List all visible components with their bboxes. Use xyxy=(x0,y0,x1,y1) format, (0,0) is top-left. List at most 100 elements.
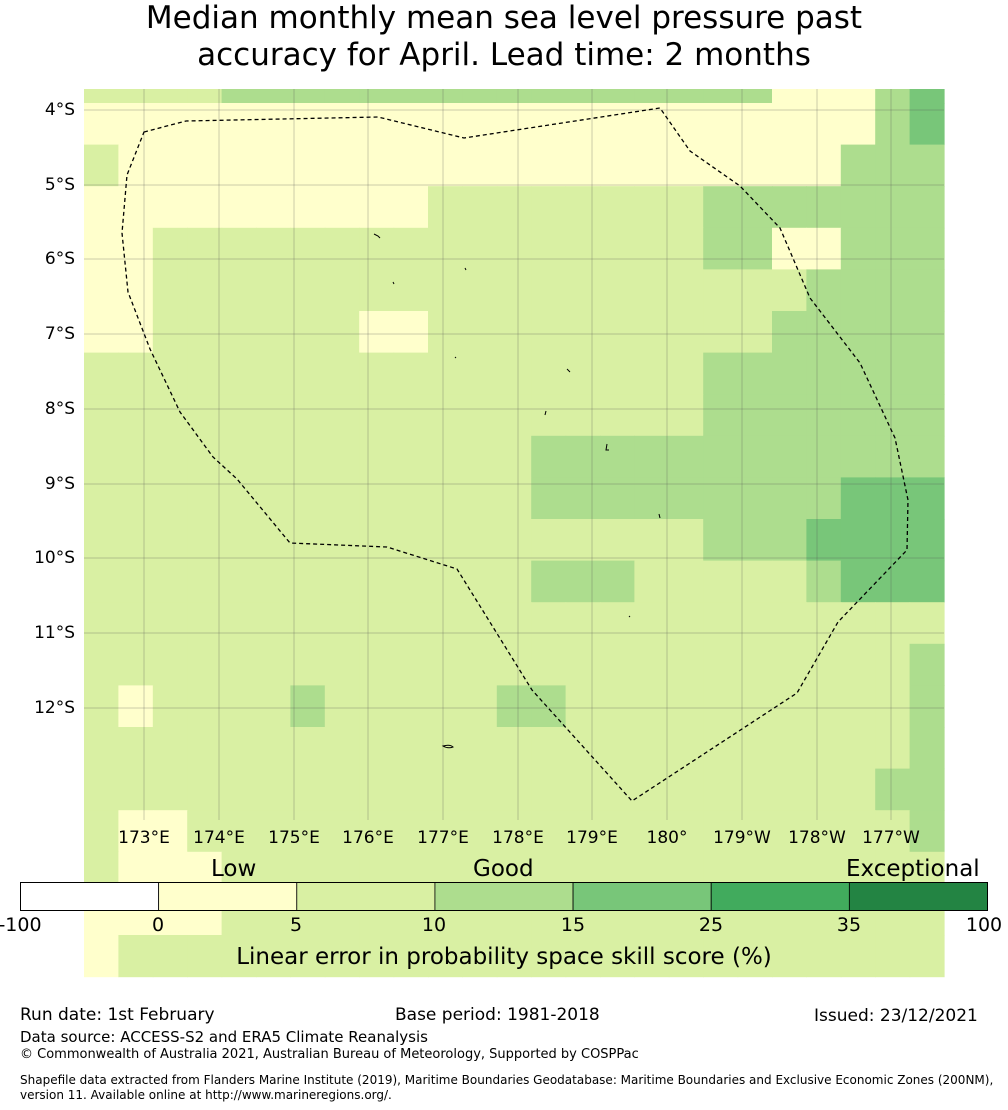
grid-cell xyxy=(221,269,257,312)
colorbar-tick: 15 xyxy=(560,914,586,936)
grid-cell xyxy=(462,352,498,395)
grid-cell xyxy=(909,893,945,936)
grid-cell xyxy=(668,768,704,811)
grid-cell xyxy=(806,269,842,312)
grid-cell xyxy=(634,89,670,104)
grid-cell xyxy=(462,394,498,437)
grid-cell xyxy=(737,477,773,520)
lon-label-178w: 178°W xyxy=(788,828,846,848)
grid-cell xyxy=(668,103,704,146)
grid-cell xyxy=(806,519,842,562)
grid-cell xyxy=(462,519,498,562)
grid-cell xyxy=(634,643,670,686)
grid-cell xyxy=(531,560,567,603)
grid-cell xyxy=(187,103,223,146)
grid-cell xyxy=(772,186,807,229)
grid-cell xyxy=(496,519,532,562)
grid-cell xyxy=(359,435,395,478)
grid-cell xyxy=(118,394,154,437)
legend-category-exceptional: Exceptional xyxy=(846,856,980,882)
grid-cell xyxy=(84,186,119,229)
grid-cell xyxy=(428,394,463,437)
grid-cell xyxy=(565,103,601,146)
grid-cell xyxy=(187,602,223,645)
grid-cell xyxy=(772,685,807,728)
lat-label-4s: 4°S xyxy=(44,100,75,120)
grid-cell xyxy=(668,851,704,894)
grid-cell xyxy=(634,394,670,437)
grid-cell xyxy=(840,269,876,312)
grid-cell xyxy=(152,768,188,811)
grid-cell xyxy=(393,768,429,811)
grid-cell xyxy=(737,643,773,686)
grid-cell xyxy=(359,727,395,770)
grid-cell xyxy=(290,103,326,146)
grid-cell xyxy=(221,477,257,520)
grid-cell xyxy=(152,227,188,270)
grid-cell xyxy=(152,477,188,520)
grid-cell xyxy=(531,435,567,478)
grid-cell xyxy=(221,352,257,395)
grid-cell xyxy=(359,103,395,146)
colorbar-tick: 25 xyxy=(698,914,724,936)
grid-cell xyxy=(393,394,429,437)
grid-cell xyxy=(324,227,360,270)
grid-cell xyxy=(84,394,119,437)
grid-cell xyxy=(152,851,188,894)
graticule xyxy=(84,89,944,820)
grid-cell xyxy=(496,560,532,603)
grid-cell xyxy=(840,394,876,437)
grid-cell xyxy=(256,352,291,395)
grid-cell xyxy=(462,144,498,187)
grid-cell xyxy=(393,935,429,978)
grid-cell xyxy=(600,227,635,270)
grid-cell xyxy=(600,103,635,146)
grid-cell xyxy=(324,602,360,645)
grid-cell xyxy=(496,893,532,936)
grid-cell xyxy=(772,144,807,187)
lon-label-175e: 175°E xyxy=(268,828,320,848)
grid-cell xyxy=(393,269,429,312)
grid-cell xyxy=(875,89,911,104)
grid-cell xyxy=(290,727,326,770)
grid-cell xyxy=(840,519,876,562)
grid-cell xyxy=(221,685,257,728)
title-line-1: Median monthly mean sea level pressure p… xyxy=(145,0,863,36)
grid-cell xyxy=(187,810,223,853)
grid-cell xyxy=(187,477,223,520)
grid-cell xyxy=(840,768,876,811)
grid-cell xyxy=(359,768,395,811)
grid-cell xyxy=(565,685,601,728)
grid-cell xyxy=(462,560,498,603)
map-title: Median monthly mean sea level pressure p… xyxy=(0,0,1008,74)
grid-cell xyxy=(221,227,257,270)
grid-cell xyxy=(256,89,291,104)
grid-cell xyxy=(393,602,429,645)
grid-cell xyxy=(668,519,704,562)
shapefile-credit-line-2: version 11. Available online at http://w… xyxy=(20,1088,392,1102)
grid-cell xyxy=(496,768,532,811)
grid-cell xyxy=(393,685,429,728)
grid-cell xyxy=(703,810,739,853)
grid-cell xyxy=(565,727,601,770)
grid-cell xyxy=(496,186,532,229)
grid-cell xyxy=(393,435,429,478)
grid-cell xyxy=(462,477,498,520)
grid-cell xyxy=(359,269,395,312)
grid-cell xyxy=(565,144,601,187)
grid-cell xyxy=(634,269,670,312)
colorbar-tick: -100 xyxy=(0,914,42,936)
grid-cell xyxy=(256,727,291,770)
grid-cell xyxy=(256,643,291,686)
grid-cell xyxy=(634,477,670,520)
grid-cell xyxy=(909,89,945,104)
grid-cell xyxy=(118,560,154,603)
grid-cell xyxy=(737,935,773,978)
grid-cell xyxy=(428,477,463,520)
grid-cell xyxy=(600,602,635,645)
island xyxy=(628,615,631,618)
island xyxy=(441,744,454,749)
grid-cell xyxy=(703,519,739,562)
grid-cell xyxy=(290,768,326,811)
grid-cell xyxy=(359,352,395,395)
